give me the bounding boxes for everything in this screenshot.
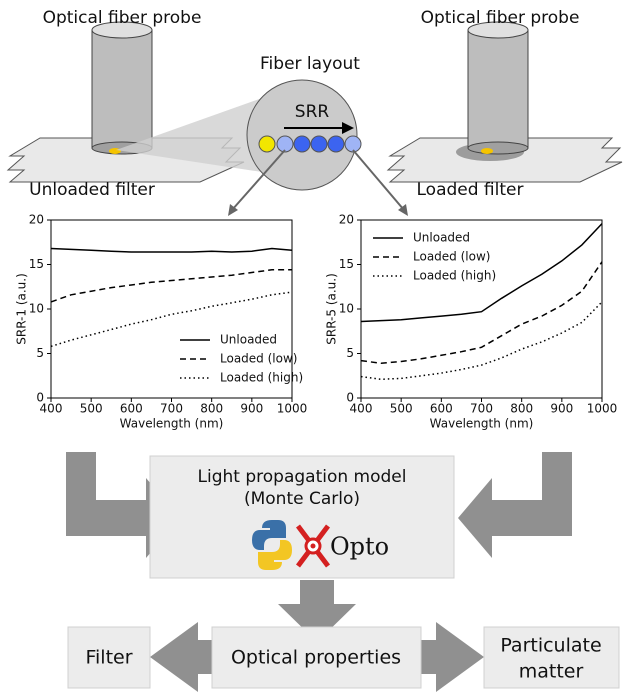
label: (Monte Carlo) xyxy=(244,489,360,509)
probe-body xyxy=(468,30,528,148)
label: Fiber layout xyxy=(260,54,360,74)
x-tick-label: 500 xyxy=(80,402,103,416)
x-tick-label: 800 xyxy=(510,402,533,416)
x-tick-label: 600 xyxy=(120,402,143,416)
label: Loaded filter xyxy=(417,180,524,200)
light-spot xyxy=(481,148,493,154)
x-tick-label: 600 xyxy=(430,402,453,416)
opto-logo xyxy=(311,544,316,549)
x-axis-label: Wavelength (nm) xyxy=(430,417,534,431)
fiber xyxy=(328,136,344,152)
x-tick-label: 1000 xyxy=(277,402,308,416)
y-axis-label: SRR-5 (a.u.) xyxy=(325,273,339,345)
fiber xyxy=(345,136,361,152)
label: Filter xyxy=(85,647,132,669)
label: Light propagation model xyxy=(198,467,407,487)
label: Unloaded filter xyxy=(29,180,155,200)
plot-frame xyxy=(361,220,602,398)
y-tick-label: 10 xyxy=(29,302,44,316)
y-tick-label: 15 xyxy=(339,257,354,271)
y-tick-label: 5 xyxy=(346,346,354,360)
label: matter xyxy=(519,661,584,683)
y-tick-label: 20 xyxy=(29,213,44,227)
flow-arrow xyxy=(458,452,572,558)
x-tick-label: 900 xyxy=(550,402,573,416)
legend-label: Unloaded xyxy=(220,333,277,347)
series-line xyxy=(51,249,292,253)
y-tick-label: 10 xyxy=(339,302,354,316)
x-tick-label: 700 xyxy=(470,402,493,416)
label: Particulate xyxy=(500,635,601,657)
fiber xyxy=(277,136,293,152)
x-axis-label: Wavelength (nm) xyxy=(120,417,224,431)
y-axis-label: SRR-1 (a.u.) xyxy=(15,273,29,345)
label: Optical properties xyxy=(231,647,401,669)
label: Optical fiber probe xyxy=(43,8,202,28)
opto-text: Opto xyxy=(330,533,389,561)
fiber xyxy=(259,136,275,152)
fiber xyxy=(294,136,310,152)
legend-label: Loaded (high) xyxy=(413,269,496,283)
x-tick-label: 800 xyxy=(200,402,223,416)
probe-bottom xyxy=(468,142,528,154)
legend-label: Loaded (high) xyxy=(220,371,303,385)
y-tick-label: 5 xyxy=(36,346,44,360)
series-line xyxy=(361,302,602,379)
series-line xyxy=(51,270,292,302)
legend-label: Loaded (low) xyxy=(413,250,490,264)
legend-label: Unloaded xyxy=(413,231,470,245)
y-tick-label: 15 xyxy=(29,257,44,271)
x-tick-label: 400 xyxy=(40,402,63,416)
probe-body xyxy=(92,30,152,148)
fiber xyxy=(311,136,327,152)
figure: Optical fiber probe Optical fiber probe … xyxy=(0,0,623,695)
x-tick-label: 900 xyxy=(240,402,263,416)
x-tick-label: 500 xyxy=(390,402,413,416)
y-tick-label: 20 xyxy=(339,213,354,227)
x-tick-label: 700 xyxy=(160,402,183,416)
x-tick-label: 1000 xyxy=(587,402,618,416)
x-tick-label: 400 xyxy=(350,402,373,416)
legend-label: Loaded (low) xyxy=(220,352,297,366)
label: SRR xyxy=(295,102,330,122)
flow-arrow xyxy=(150,622,212,692)
flow-arrow xyxy=(421,622,484,692)
label: Optical fiber probe xyxy=(421,8,580,28)
